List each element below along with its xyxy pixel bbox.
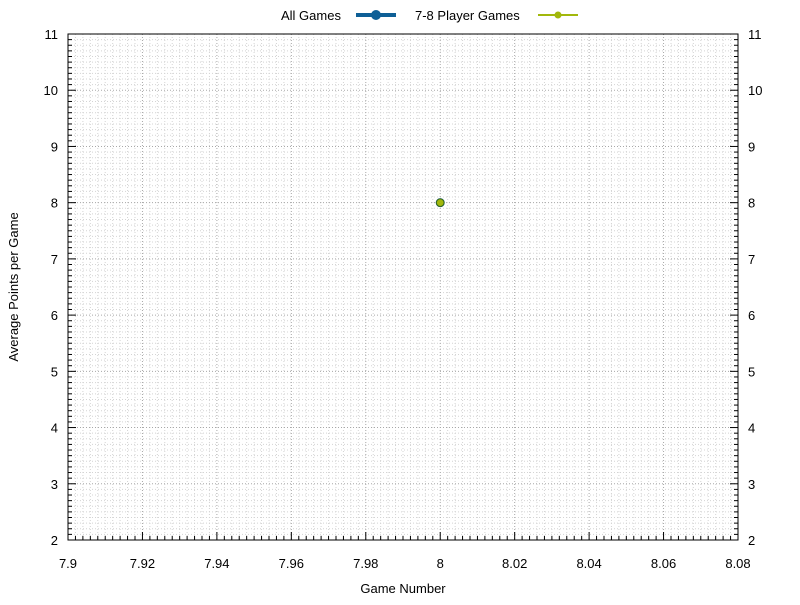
legend-label-1: 7-8 Player Games [415,8,520,23]
y-tick-label-right: 11 [748,27,762,42]
x-tick-label: 7.94 [204,556,229,571]
y-tick-label-right: 10 [748,83,762,98]
grid-layer [67,33,739,541]
y-tick-label-left: 10 [44,83,58,98]
legend-swatch-marker-1 [554,11,562,19]
data-point-1 [435,198,445,207]
y-tick-label-right: 8 [748,196,755,211]
x-tick-label: 7.96 [279,556,304,571]
y-tick-label-left: 2 [51,533,58,548]
legend: All Games 7-8 Player Games [281,8,578,23]
x-tick-label: 8.06 [651,556,676,571]
x-tick-label: 7.9 [59,556,77,571]
x-tick-label: 8.04 [576,556,601,571]
y-tick-label-left: 7 [51,252,58,267]
y-tick-label-left: 5 [51,364,58,379]
y-tick-label-right: 6 [748,308,755,323]
y-tick-label-left: 4 [51,421,58,436]
y-tick-label-right: 5 [748,364,755,379]
x-axis-title: Game Number [360,581,446,596]
label-layer: 2 2 3 3 4 4 5 5 6 6 7 7 8 8 9 9 10 10 11 11 7.9 7.92 7.94 7.96 7… [44,27,763,571]
legend-label-0: All Games [281,8,341,23]
y-tick-label-right: 3 [748,477,755,492]
x-tick-label: 7.98 [353,556,378,571]
y-tick-label-left: 6 [51,308,58,323]
tick-layer [67,33,739,541]
y-tick-label-left: 8 [51,196,58,211]
x-tick-label: 7.92 [130,556,155,571]
y-tick-label-right: 2 [748,533,755,548]
y-tick-label-left: 11 [45,27,59,42]
y-tick-label-left: 3 [51,477,58,492]
series-layer [435,198,445,208]
y-axis-title: Average Points per Game [6,212,21,361]
y-tick-label-left: 9 [51,139,58,154]
y-tick-label-right: 4 [748,421,755,436]
x-tick-label: 8 [437,556,444,571]
x-tick-label: 8.08 [725,556,750,571]
legend-swatch-marker-0 [371,10,381,20]
y-tick-label-right: 7 [748,252,755,267]
x-tick-label: 8.02 [502,556,527,571]
y-tick-label-right: 9 [748,139,755,154]
